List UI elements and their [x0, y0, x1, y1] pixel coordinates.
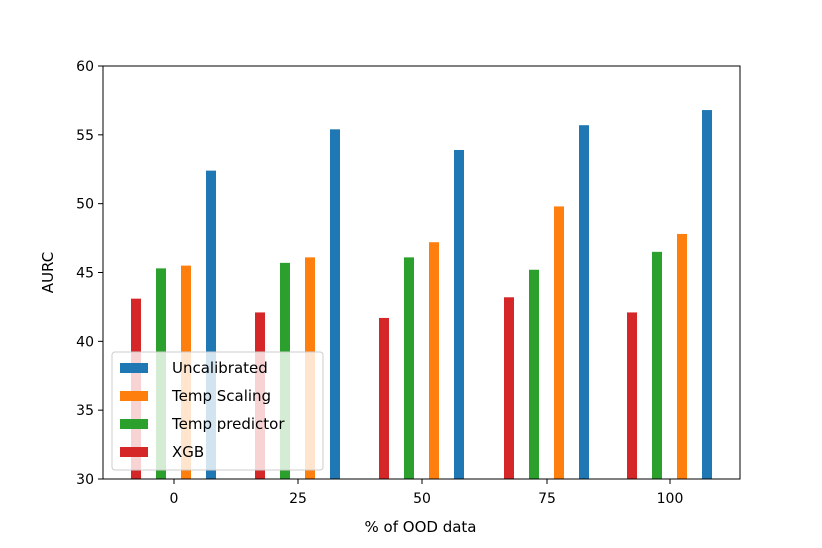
bar-uncalibrated-75: [579, 125, 589, 480]
legend-label-temp-scaling: Temp Scaling: [171, 387, 271, 405]
x-tick-label: 0: [170, 491, 179, 507]
legend-swatch-temp-scaling: [120, 391, 148, 401]
bar-xgb-75: [504, 297, 514, 479]
x-tick-label: 50: [413, 491, 431, 507]
legend-label-temp-predictor: Temp predictor: [171, 415, 285, 433]
y-tick-label: 40: [76, 334, 94, 350]
bar-uncalibrated-50: [454, 149, 464, 479]
axes-layer: 30 35 40 45 50 55 60 0 25 50 75 100: [76, 59, 741, 507]
y-axis-label: AURC: [39, 252, 57, 293]
legend-label-uncalibrated: Uncalibrated: [172, 359, 268, 377]
y-tick-label: 30: [76, 472, 94, 488]
bar-temp-scaling-75: [554, 206, 564, 480]
legend-swatch-uncalibrated: [120, 363, 148, 373]
legend: Uncalibrated Temp Scaling Temp predictor XG…: [111, 351, 324, 471]
y-tick-label: 55: [76, 128, 94, 144]
x-axis-label: % of OOD data: [365, 518, 477, 536]
legend-swatch-temp-predictor: [120, 419, 148, 429]
legend-box: [111, 351, 324, 471]
y-tick-label: 50: [76, 197, 94, 213]
bar-xgb-50: [379, 317, 389, 479]
legend-label-xgb: XGB: [172, 443, 204, 461]
bar-temp-predictor-100: [652, 251, 662, 479]
bar-uncalibrated-0: [206, 170, 216, 480]
bar-temp-scaling-50: [429, 242, 439, 479]
x-tick-label: 75: [538, 491, 556, 507]
bar-temp-predictor-50: [404, 257, 414, 479]
bar-temp-predictor-75: [529, 269, 539, 479]
bar-xgb-100: [627, 312, 637, 479]
bar-temp-scaling-100: [677, 233, 687, 479]
y-tick-label: 35: [76, 403, 94, 419]
bar-uncalibrated-25: [330, 129, 340, 479]
bar-uncalibrated-100: [702, 110, 712, 479]
y-tick-label: 60: [76, 59, 94, 75]
x-tick-label: 100: [657, 491, 684, 507]
legend-swatch-xgb: [120, 447, 148, 457]
y-tick-label: 45: [76, 266, 94, 282]
x-tick-label: 25: [289, 491, 307, 507]
